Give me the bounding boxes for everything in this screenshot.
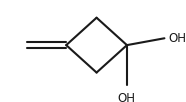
Text: OH: OH — [168, 32, 186, 45]
Text: OH: OH — [117, 92, 135, 102]
